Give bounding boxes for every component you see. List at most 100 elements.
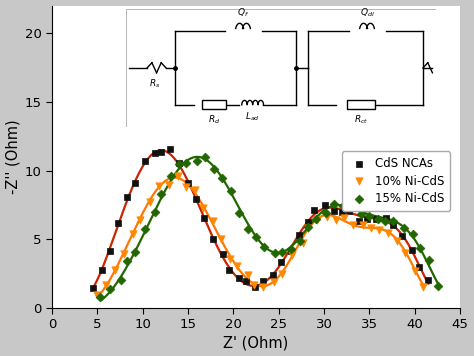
10% Ni-CdS (155, 183, 163, 189)
15% Ni-CdS (244, 227, 252, 232)
15% Ni-CdS (175, 162, 182, 167)
15% Ni-CdS (389, 218, 397, 224)
15% Ni-CdS (193, 158, 201, 164)
CdS NCAs (408, 247, 416, 253)
CdS NCAs (114, 220, 121, 226)
15% Ni-CdS (210, 166, 218, 172)
15% Ni-CdS (106, 286, 113, 292)
CdS NCAs (251, 284, 259, 290)
10% Ni-CdS (244, 273, 252, 278)
15% Ni-CdS (228, 188, 235, 194)
10% Ni-CdS (137, 218, 144, 223)
X-axis label: Z' (Ohm): Z' (Ohm) (223, 335, 289, 350)
10% Ni-CdS (165, 182, 173, 187)
CdS NCAs (184, 180, 191, 186)
10% Ni-CdS (419, 284, 427, 290)
CdS NCAs (151, 150, 158, 156)
CdS NCAs (424, 277, 432, 283)
10% Ni-CdS (313, 218, 321, 223)
15% Ni-CdS (304, 224, 312, 230)
15% Ni-CdS (235, 210, 243, 216)
Y-axis label: -Z'' (Ohm): -Z'' (Ohm) (6, 120, 20, 194)
15% Ni-CdS (260, 245, 268, 250)
CdS NCAs (346, 209, 353, 214)
15% Ni-CdS (157, 191, 164, 197)
CdS NCAs (225, 267, 233, 272)
15% Ni-CdS (131, 249, 139, 255)
15% Ni-CdS (296, 239, 303, 244)
10% Ni-CdS (288, 252, 295, 257)
10% Ni-CdS (199, 205, 207, 211)
10% Ni-CdS (278, 271, 285, 277)
15% Ni-CdS (365, 213, 373, 219)
15% Ni-CdS (434, 283, 442, 289)
CdS NCAs (176, 160, 183, 166)
CdS NCAs (242, 278, 249, 284)
CdS NCAs (269, 272, 277, 278)
CdS NCAs (123, 194, 131, 199)
10% Ni-CdS (411, 268, 419, 273)
10% Ni-CdS (102, 282, 110, 288)
CdS NCAs (166, 146, 173, 152)
CdS NCAs (192, 196, 200, 202)
CdS NCAs (415, 264, 423, 270)
CdS NCAs (210, 236, 217, 242)
CdS NCAs (355, 218, 363, 224)
CdS NCAs (106, 248, 114, 253)
15% Ni-CdS (142, 226, 149, 232)
15% Ni-CdS (409, 231, 416, 237)
CdS NCAs (200, 215, 208, 220)
10% Ni-CdS (112, 267, 119, 273)
CdS NCAs (399, 234, 406, 239)
CdS NCAs (304, 219, 311, 225)
10% Ni-CdS (129, 231, 137, 237)
CdS NCAs (321, 203, 328, 208)
15% Ni-CdS (252, 234, 259, 240)
CdS NCAs (383, 215, 390, 221)
15% Ni-CdS (182, 160, 190, 166)
10% Ni-CdS (359, 222, 366, 228)
15% Ni-CdS (117, 278, 125, 283)
15% Ni-CdS (330, 201, 337, 207)
CdS NCAs (310, 208, 318, 213)
CdS NCAs (98, 267, 106, 273)
Legend: CdS NCAs, 10% Ni-CdS, 15% Ni-CdS: CdS NCAs, 10% Ni-CdS, 15% Ni-CdS (342, 152, 450, 210)
15% Ni-CdS (322, 210, 330, 216)
15% Ni-CdS (347, 204, 355, 210)
CdS NCAs (131, 180, 138, 186)
CdS NCAs (389, 222, 397, 227)
15% Ni-CdS (272, 250, 279, 256)
10% Ni-CdS (217, 236, 225, 242)
15% Ni-CdS (339, 203, 346, 208)
10% Ni-CdS (299, 240, 307, 246)
10% Ni-CdS (227, 256, 234, 262)
10% Ni-CdS (251, 282, 258, 288)
CdS NCAs (287, 248, 295, 254)
15% Ni-CdS (123, 258, 131, 264)
10% Ni-CdS (401, 250, 409, 256)
10% Ni-CdS (332, 217, 340, 223)
15% Ni-CdS (426, 257, 433, 263)
CdS NCAs (372, 216, 380, 222)
CdS NCAs (338, 209, 346, 215)
15% Ni-CdS (218, 176, 225, 181)
CdS NCAs (363, 216, 371, 221)
10% Ni-CdS (120, 251, 128, 257)
10% Ni-CdS (182, 184, 190, 189)
15% Ni-CdS (374, 216, 382, 222)
10% Ni-CdS (259, 284, 266, 289)
15% Ni-CdS (357, 211, 365, 216)
10% Ni-CdS (349, 222, 357, 228)
10% Ni-CdS (233, 263, 241, 269)
CdS NCAs (296, 232, 303, 238)
10% Ni-CdS (368, 225, 375, 231)
15% Ni-CdS (400, 225, 408, 231)
CdS NCAs (157, 149, 165, 155)
CdS NCAs (330, 208, 337, 214)
CdS NCAs (259, 279, 267, 284)
15% Ni-CdS (201, 154, 209, 160)
10% Ni-CdS (174, 173, 182, 178)
10% Ni-CdS (210, 218, 217, 224)
10% Ni-CdS (375, 227, 383, 233)
15% Ni-CdS (167, 173, 174, 179)
